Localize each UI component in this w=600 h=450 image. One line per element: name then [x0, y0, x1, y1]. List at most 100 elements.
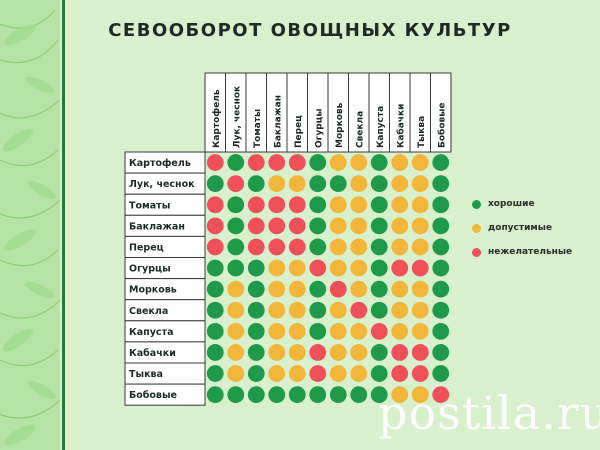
cell-dot: [391, 154, 409, 171]
row-header-label: Морковь: [129, 285, 177, 296]
legend-item-ok: допустимые: [472, 216, 592, 240]
cell-dot: [411, 238, 429, 256]
cell-dot: [370, 196, 388, 214]
cell-dot: [411, 386, 429, 404]
legend: хорошие допустимые нежелательные: [472, 192, 592, 264]
cell-dot: [247, 322, 265, 340]
cell-dot: [350, 154, 368, 171]
cell-dot: [391, 301, 409, 319]
column-header-label: Огурцы: [314, 109, 324, 148]
cell-dot: [288, 322, 306, 340]
cell-dot: [329, 280, 347, 298]
cell-dot: [227, 365, 245, 382]
cell-dot: [268, 301, 286, 319]
cell-dot: [309, 238, 327, 256]
cell-dot: [247, 175, 265, 193]
cell-dot: [288, 175, 306, 193]
cell-dot: [350, 175, 368, 193]
cell-dot: [432, 301, 450, 319]
cell-dot: [247, 196, 265, 214]
cell-dot: [411, 259, 429, 277]
cell-dot: [329, 386, 347, 404]
legend-dot-ok-icon: [472, 223, 481, 233]
cell-dot: [370, 322, 388, 340]
cell-dot: [309, 217, 327, 235]
cell-dot: [206, 301, 224, 319]
cell-dot: [206, 238, 224, 256]
cell-dot: [309, 175, 327, 193]
cell-dot: [350, 196, 368, 214]
cell-dot: [309, 386, 327, 404]
page-title: СЕВООБОРОТ ОВОЩНЫХ КУЛЬТУР: [108, 20, 512, 41]
cell-dot: [432, 217, 450, 235]
cell-dot: [350, 280, 368, 298]
column-header-label: Морковь: [335, 102, 345, 148]
cell-dot: [206, 196, 224, 214]
cell-dot: [268, 217, 286, 235]
cell-dot: [268, 196, 286, 214]
cell-dot: [411, 301, 429, 319]
cell-dot: [370, 154, 388, 171]
column-header-label: Томаты: [253, 109, 263, 148]
legend-dot-good-icon: [472, 199, 481, 209]
row-header-label: Картофель: [129, 158, 191, 169]
cell-dot: [268, 344, 286, 361]
cell-dot: [247, 217, 265, 235]
cell-dot: [206, 175, 224, 193]
cell-dot: [227, 175, 245, 193]
cell-dot: [309, 280, 327, 298]
row-header-label: Перец: [129, 242, 164, 253]
cell-dot: [411, 196, 429, 214]
cell-dot: [411, 154, 429, 171]
cell-dot: [350, 238, 368, 256]
column-header-label: Капуста: [376, 106, 386, 148]
cell-dot: [391, 344, 409, 361]
cell-dot: [247, 386, 265, 404]
column-header-label: Лук, чеснок: [232, 86, 242, 148]
row-header-label: Огурцы: [129, 264, 171, 275]
column-header-label: Перец: [294, 115, 304, 148]
cell-dot: [268, 238, 286, 256]
legend-item-bad: нежелательные: [472, 240, 592, 264]
cell-dot: [350, 301, 368, 319]
cell-dot: [411, 175, 429, 193]
cell-dot: [370, 217, 388, 235]
cell-dot: [227, 386, 245, 404]
cell-dot: [247, 301, 265, 319]
cell-dot: [411, 365, 429, 382]
cell-dot: [227, 344, 245, 361]
cell-dot: [268, 175, 286, 193]
cell-dot: [309, 259, 327, 277]
cell-dot: [329, 238, 347, 256]
cell-dot: [350, 386, 368, 404]
row-header-label: Баклажан: [129, 221, 185, 232]
cell-dot: [391, 175, 409, 193]
cell-dot: [370, 259, 388, 277]
panel-divider: [62, 0, 65, 450]
cell-dot: [350, 344, 368, 361]
cell-dot: [309, 301, 327, 319]
cell-dot: [288, 238, 306, 256]
cell-dot: [411, 280, 429, 298]
cell-dot: [268, 386, 286, 404]
cell-dot: [411, 344, 429, 361]
column-header-label: Картофель: [212, 89, 222, 148]
cell-dot: [391, 259, 409, 277]
cell-dot: [227, 196, 245, 214]
cell-dot: [391, 386, 409, 404]
cell-dot: [247, 154, 265, 171]
cell-dot: [268, 365, 286, 382]
row-header-label: Бобовые: [129, 390, 177, 401]
cell-dot: [206, 322, 224, 340]
cell-dot: [268, 280, 286, 298]
cell-dot: [391, 196, 409, 214]
cell-dot: [309, 344, 327, 361]
cell-dot: [227, 154, 245, 171]
cell-dot: [432, 175, 450, 193]
cell-dot: [288, 280, 306, 298]
cell-dot: [288, 217, 306, 235]
leaf-decoration-panel: [0, 0, 60, 450]
cell-dot: [391, 280, 409, 298]
cell-dot: [288, 365, 306, 382]
